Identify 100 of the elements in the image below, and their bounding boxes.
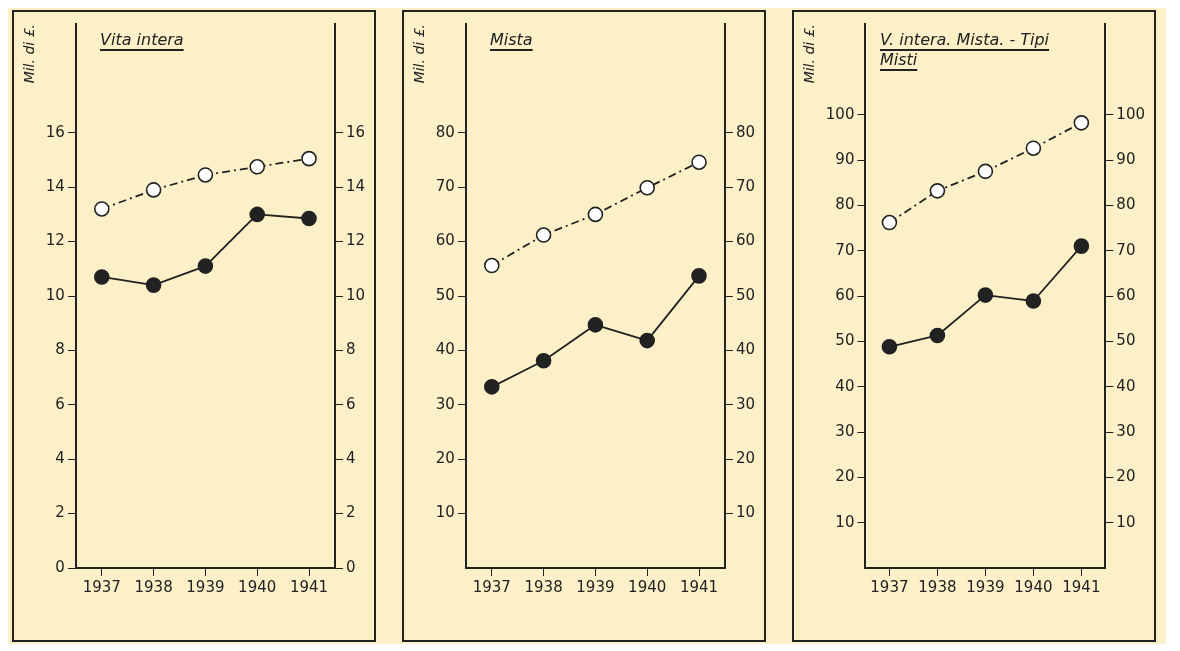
- y-tick-label: 50: [835, 331, 855, 350]
- y2-tick-label: 60: [735, 231, 756, 250]
- x-tick-label: 1941: [1062, 577, 1101, 596]
- point: [93, 269, 110, 285]
- point: [881, 338, 898, 355]
- point: [93, 201, 110, 217]
- y2-tick-label: 70: [1116, 240, 1136, 259]
- y2-tick-label: 50: [1116, 331, 1136, 350]
- point: [145, 182, 162, 198]
- y-tick-label: 30: [835, 421, 855, 440]
- y-axis-title: Mil. di £.: [21, 24, 38, 84]
- y2-tick-label: 20: [1116, 467, 1136, 486]
- y-tick-label: 50: [435, 285, 455, 304]
- x-tick-label: 1937: [82, 577, 121, 596]
- y-tick-label: 40: [435, 340, 455, 359]
- x-tick-label: 1939: [576, 577, 615, 596]
- y-tick-label: 70: [435, 177, 455, 196]
- point: [691, 154, 707, 170]
- point: [535, 227, 552, 243]
- y-tick-label: 10: [45, 285, 65, 304]
- y-tick-label: 100: [825, 104, 855, 123]
- point: [1025, 293, 1042, 309]
- y2-tick-label: 100: [1116, 104, 1146, 123]
- x-tick-label: 1940: [1014, 577, 1053, 596]
- y2-tick-label: 12: [345, 231, 366, 250]
- y-axis-title: Mil. di £.: [411, 24, 428, 84]
- text: V. intera. Mista. - Tipi Misti: [880, 30, 1050, 69]
- y2-tick-label: 70: [735, 177, 756, 196]
- y2-tick-label: 16: [345, 122, 366, 141]
- x-tick-label: 1939: [186, 577, 225, 596]
- y-tick-label: 16: [45, 122, 65, 141]
- x-tick-label: 1938: [918, 577, 957, 596]
- y-tick-label: 30: [435, 394, 455, 413]
- y2-tick-label: 90: [1116, 149, 1136, 168]
- x-tick-label: 1940: [628, 577, 667, 596]
- x-tick-label: 1941: [289, 577, 329, 596]
- y-tick-label: 90: [835, 149, 855, 168]
- y2-tick-label: 20: [735, 449, 756, 468]
- point: [301, 210, 317, 227]
- point: [1025, 140, 1042, 157]
- y-axis-title: Mil. di £.: [801, 24, 818, 84]
- point: [929, 183, 946, 199]
- chart-title: Vita intera: [100, 30, 184, 49]
- y-tick-label: 6: [55, 394, 65, 413]
- point: [587, 206, 604, 223]
- y2-tick-label: 40: [1116, 376, 1136, 395]
- y2-tick-label: 30: [735, 394, 756, 413]
- y-tick-label: 70: [835, 240, 855, 259]
- x-tick-label: 1941: [679, 577, 719, 596]
- y2-tick-label: 10: [345, 285, 366, 304]
- y-tick-label: 2: [55, 503, 65, 522]
- point: [639, 332, 656, 349]
- y-tick-label: 60: [835, 285, 855, 304]
- y-tick-label: 40: [835, 376, 855, 395]
- y2-tick-label: 14: [345, 177, 366, 196]
- point: [977, 163, 994, 180]
- point: [483, 257, 500, 274]
- point: [977, 287, 994, 303]
- point: [1073, 115, 1090, 131]
- y2-tick-label: 8: [345, 340, 356, 359]
- y-tick-label: 60: [435, 231, 455, 250]
- x-tick-label: 1938: [524, 577, 563, 596]
- point: [535, 352, 552, 369]
- y-tick-label: 80: [435, 122, 455, 141]
- y2-tick-label: 30: [1116, 421, 1136, 440]
- y-tick-label: 20: [835, 467, 855, 486]
- y-tick-label: 14: [45, 177, 65, 196]
- y2-tick-label: 60: [1116, 285, 1136, 304]
- y2-tick-label: 6: [345, 394, 356, 413]
- point: [249, 159, 266, 175]
- y-tick-label: 4: [55, 449, 65, 468]
- y-tick-label: 10: [835, 512, 855, 531]
- point: [197, 167, 214, 183]
- point: [929, 327, 946, 344]
- y-tick-label: 10: [435, 503, 455, 522]
- y2-tick-label: 2: [345, 503, 356, 522]
- chart-title: Mista: [490, 30, 533, 49]
- y-tick-label: 20: [435, 449, 455, 468]
- y2-tick-label: 10: [1116, 512, 1136, 531]
- y-tick-label: 80: [835, 195, 855, 214]
- point: [301, 150, 317, 167]
- point: [1073, 238, 1090, 254]
- y2-tick-label: 80: [735, 122, 756, 141]
- x-tick-label: 1937: [870, 577, 909, 596]
- point: [483, 379, 500, 395]
- y2-tick-label: 40: [735, 340, 756, 359]
- y2-tick-label: 0: [345, 557, 356, 576]
- point: [249, 206, 266, 223]
- point: [881, 214, 898, 231]
- y2-tick-label: 50: [735, 285, 756, 304]
- point: [145, 277, 162, 293]
- y2-tick-label: 10: [735, 503, 756, 522]
- x-tick-label: 1940: [238, 577, 277, 596]
- y-tick-label: 8: [55, 340, 65, 359]
- point: [587, 317, 604, 333]
- y2-tick-label: 80: [1116, 195, 1136, 214]
- x-tick-label: 1937: [472, 577, 511, 596]
- point: [639, 179, 656, 196]
- point: [197, 258, 214, 274]
- point: [691, 268, 707, 284]
